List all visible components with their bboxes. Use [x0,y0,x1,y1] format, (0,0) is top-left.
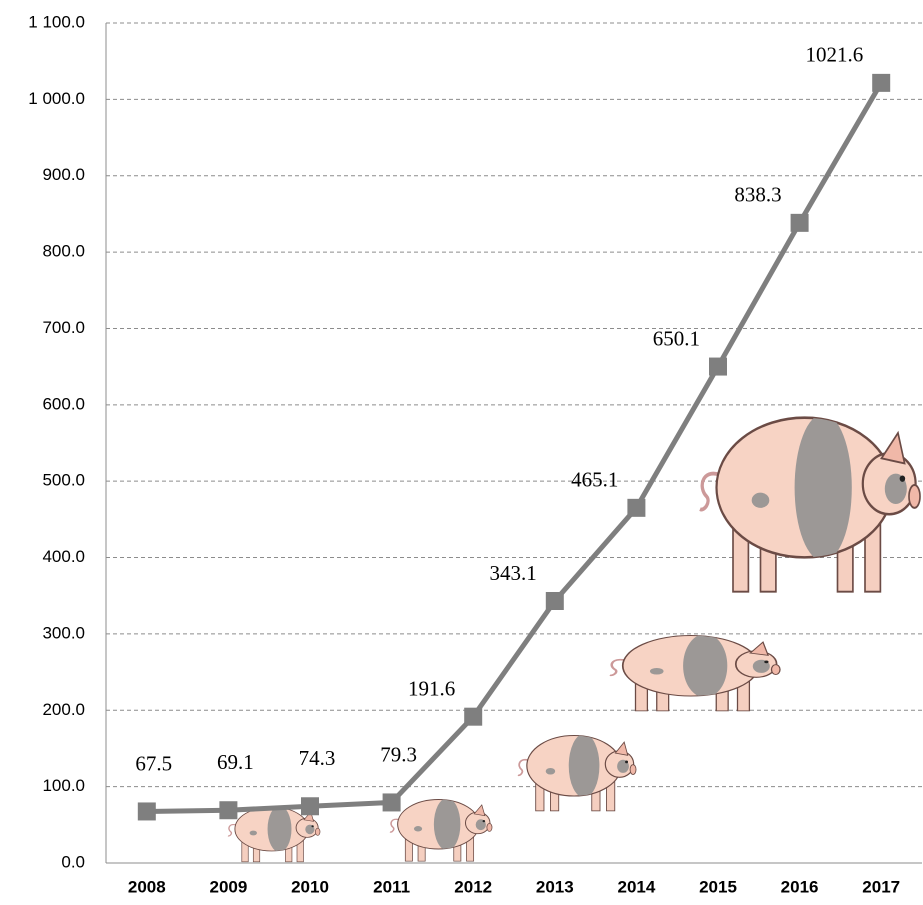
data-label: 343.1 [490,561,537,585]
pig-large [700,414,920,592]
x-tick-label: 2010 [291,877,329,896]
data-label: 67.5 [135,751,172,775]
y-tick-label: 700.0 [42,318,85,337]
chart: 0.0 100.0 200.0 300.0 400.0 500.0 600.0 700.0 80… [0,0,923,905]
pig-small [518,734,636,811]
x-tick-label: 2012 [454,877,492,896]
data-label: 191.6 [408,676,455,700]
data-marker [383,793,401,811]
x-tick-label: 2009 [209,877,247,896]
data-marker [709,358,727,376]
x-tick-label: 2013 [536,877,574,896]
data-label: 650.1 [653,326,700,350]
data-label: 69.1 [217,750,254,774]
data-marker [791,214,809,232]
x-tick-label: 2015 [699,877,737,896]
data-marker [464,708,482,726]
x-tick-label: 2008 [128,877,166,896]
y-tick-label: 900.0 [42,165,85,184]
data-marker [872,74,890,92]
data-marker [138,802,156,820]
y-tick-label: 600.0 [42,394,85,413]
data-label: 1021.6 [805,43,863,67]
data-label: 838.3 [734,183,781,207]
data-label: 465.1 [571,468,618,492]
y-tick-label: 300.0 [42,623,85,642]
data-label: 79.3 [380,742,417,766]
y-tick-label: 1 000.0 [28,89,85,108]
y-tick-label: 0.0 [61,852,85,871]
data-marker [546,592,564,610]
pig-medium [610,634,780,711]
y-tick-label: 100.0 [42,776,85,795]
y-tick-label: 400.0 [42,547,85,566]
x-tick-label: 2016 [781,877,819,896]
pig-smaller [390,798,492,861]
data-label: 74.3 [299,746,336,770]
x-tick-label: 2017 [862,877,900,896]
y-tick-label: 200.0 [42,700,85,719]
data-marker [301,797,319,815]
x-tick-label: 2011 [373,877,410,896]
data-marker [627,499,645,517]
y-tick-label: 800.0 [42,242,85,261]
data-marker [219,801,237,819]
x-tick-label: 2014 [617,877,655,896]
y-tick-label: 500.0 [42,471,85,490]
y-tick-label: 1 100.0 [28,12,85,31]
